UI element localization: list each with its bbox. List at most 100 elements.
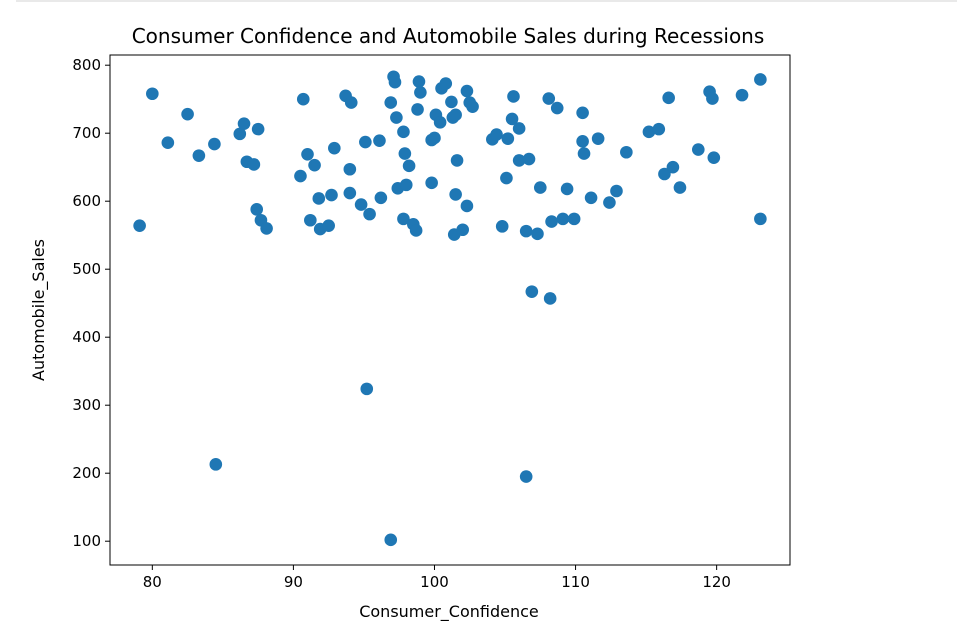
y-tick-label: 600 xyxy=(72,192,101,210)
data-point xyxy=(425,176,438,190)
data-point xyxy=(433,116,447,129)
data-point xyxy=(398,147,412,160)
data-point xyxy=(449,108,462,122)
data-point xyxy=(250,203,264,216)
data-point xyxy=(233,127,247,141)
data-point xyxy=(576,135,589,148)
y-axis-label: Automobile_Sales xyxy=(29,239,49,381)
data-point xyxy=(397,212,410,226)
data-point xyxy=(344,96,358,109)
data-point xyxy=(209,458,223,471)
data-point xyxy=(161,136,175,150)
data-point xyxy=(543,292,557,305)
x-tick-label: 120 xyxy=(702,573,731,591)
data-point xyxy=(414,86,427,99)
data-point xyxy=(343,186,357,200)
data-point xyxy=(384,96,398,109)
y-axis: 100 200 300 400 500 600 700 800 xyxy=(72,56,110,550)
data-point xyxy=(735,88,749,102)
data-point xyxy=(208,137,221,151)
data-point xyxy=(754,212,767,226)
data-point xyxy=(237,117,251,130)
data-point xyxy=(373,134,386,147)
data-point xyxy=(706,92,719,105)
data-point xyxy=(301,147,314,161)
data-point xyxy=(542,92,556,105)
data-point xyxy=(388,75,402,89)
data-point xyxy=(445,95,458,109)
data-point xyxy=(584,191,598,205)
data-point xyxy=(312,192,326,205)
data-point xyxy=(495,220,509,233)
data-point xyxy=(500,171,513,185)
data-point xyxy=(519,470,533,483)
data-point xyxy=(397,125,410,139)
y-tick-label: 700 xyxy=(72,124,101,142)
x-axis-label: Consumer_Confidence xyxy=(359,602,539,622)
data-point xyxy=(460,84,474,98)
data-point xyxy=(666,160,680,174)
data-point xyxy=(620,145,633,159)
data-point xyxy=(409,224,423,237)
data-point xyxy=(505,112,519,126)
data-point xyxy=(507,90,520,103)
data-point xyxy=(374,191,388,205)
data-point xyxy=(251,122,265,136)
data-point xyxy=(359,135,372,149)
data-point xyxy=(754,73,767,86)
x-tick-label: 100 xyxy=(420,573,449,591)
data-point xyxy=(411,103,424,116)
data-point xyxy=(533,181,547,194)
data-point xyxy=(556,212,570,226)
y-tick-label: 800 xyxy=(72,56,101,74)
data-point xyxy=(363,207,376,221)
data-point xyxy=(490,128,503,141)
data-point xyxy=(550,101,564,115)
data-point xyxy=(354,198,368,211)
x-tick-label: 110 xyxy=(561,573,590,591)
data-point xyxy=(308,158,321,172)
data-point xyxy=(531,227,544,241)
data-point xyxy=(192,149,206,162)
data-point xyxy=(512,154,526,167)
data-point xyxy=(384,533,398,547)
data-point xyxy=(466,100,479,113)
x-axis: 80 90 100 110 120 xyxy=(143,565,731,591)
data-point xyxy=(610,184,623,198)
data-point xyxy=(603,196,616,209)
data-point xyxy=(402,159,416,173)
top-border xyxy=(16,0,957,2)
data-point xyxy=(460,199,474,213)
data-point xyxy=(133,219,146,232)
data-point xyxy=(662,91,675,105)
data-point xyxy=(591,132,605,145)
data-point xyxy=(691,143,705,156)
data-point xyxy=(325,188,338,202)
y-tick-label: 200 xyxy=(72,464,101,482)
data-point xyxy=(360,382,374,396)
data-point xyxy=(560,182,574,196)
data-point xyxy=(181,107,194,121)
data-point xyxy=(519,224,533,238)
data-point xyxy=(247,158,261,171)
data-point xyxy=(525,285,539,298)
data-point xyxy=(304,213,317,227)
data-point xyxy=(658,167,671,181)
y-tick-label: 100 xyxy=(72,532,101,550)
data-point xyxy=(512,122,526,135)
data-point xyxy=(673,181,687,194)
data-point xyxy=(399,178,413,192)
data-point xyxy=(522,152,536,166)
data-point xyxy=(576,106,589,120)
data-point xyxy=(390,111,403,124)
data-point xyxy=(545,215,558,228)
data-point xyxy=(412,75,426,88)
data-point xyxy=(707,151,721,164)
y-tick-label: 400 xyxy=(72,328,101,346)
data-point xyxy=(652,122,666,136)
data-point xyxy=(456,223,469,237)
data-point xyxy=(567,212,581,226)
data-point xyxy=(296,92,310,106)
x-tick-label: 80 xyxy=(143,573,162,591)
data-point xyxy=(343,162,357,176)
